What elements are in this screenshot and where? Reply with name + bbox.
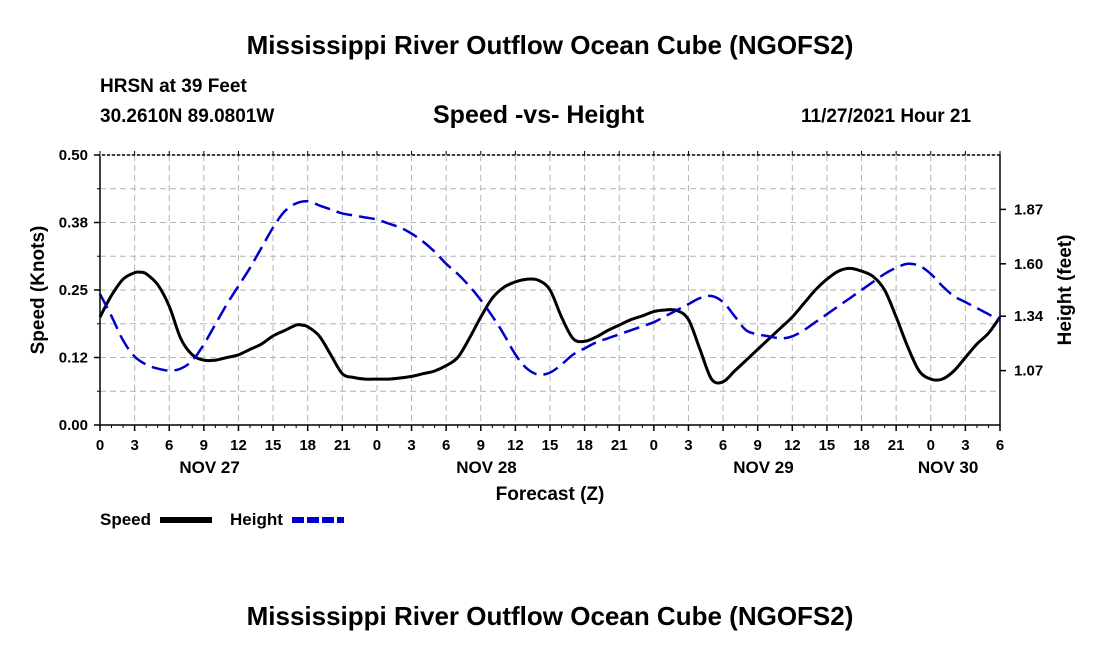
x-tick-label: 3 bbox=[130, 437, 138, 454]
y-tick-label: 0.50 bbox=[59, 147, 88, 164]
x-tick-label: 18 bbox=[299, 437, 316, 454]
axis-layer: 0.00 0.12 0.25 0.38 0.50 1.07 1.34 1.60 1.87 0 3 6 9… bbox=[59, 147, 1044, 477]
y2-tick-label: 1.07 bbox=[1014, 363, 1043, 380]
x-tick-label: 15 bbox=[819, 437, 836, 454]
y-tick-label: 0.12 bbox=[59, 350, 88, 367]
x-tick-label: 3 bbox=[684, 437, 692, 454]
y-tick-label: 0.00 bbox=[59, 417, 88, 434]
station-label: HRSN at 39 Feet bbox=[100, 76, 247, 97]
legend-label-speed: Speed bbox=[100, 510, 151, 529]
chart-main-title: Mississippi River Outflow Ocean Cube (NG… bbox=[246, 30, 854, 60]
x-tick-label: 0 bbox=[650, 437, 658, 454]
series-line-speed bbox=[98, 266, 1002, 385]
location-label: 30.2610N 89.0801W bbox=[100, 106, 275, 127]
x-day-label: NOV 27 bbox=[179, 458, 239, 477]
y-tick-label: 0.38 bbox=[59, 215, 88, 232]
series-line-height bbox=[98, 199, 1001, 377]
x-tick-label: 6 bbox=[719, 437, 727, 454]
y2-tick-label: 1.60 bbox=[1014, 256, 1043, 273]
y-tick-label: 0.25 bbox=[59, 282, 88, 299]
x-tick-label: 18 bbox=[853, 437, 870, 454]
x-tick-label: 12 bbox=[784, 437, 801, 454]
x-tick-label: 9 bbox=[754, 437, 762, 454]
chart-main-title-repeat: Mississippi River Outflow Ocean Cube (NG… bbox=[246, 601, 854, 631]
x-tick-label: 15 bbox=[542, 437, 559, 454]
x-tick-label: 21 bbox=[334, 437, 351, 454]
x-tick-label: 0 bbox=[373, 437, 381, 454]
y2-axis-title: Height (feet) bbox=[1055, 235, 1076, 346]
x-tick-label: 6 bbox=[442, 437, 450, 454]
x-tick-label: 6 bbox=[165, 437, 173, 454]
x-day-label: NOV 29 bbox=[733, 458, 793, 477]
x-tick-label: 12 bbox=[507, 437, 524, 454]
series-layer bbox=[98, 199, 1002, 385]
datetime-label: 11/27/2021 Hour 21 bbox=[801, 106, 972, 127]
x-tick-label: 18 bbox=[576, 437, 593, 454]
legend: Speed Height bbox=[100, 510, 344, 529]
x-axis-title: Forecast (Z) bbox=[496, 484, 605, 505]
x-tick-label: 21 bbox=[888, 437, 905, 454]
legend-label-height: Height bbox=[230, 510, 283, 529]
x-tick-label: 15 bbox=[265, 437, 282, 454]
y2-tick-label: 1.87 bbox=[1014, 201, 1043, 218]
x-tick-label: 12 bbox=[230, 437, 247, 454]
y2-tick-label: 1.34 bbox=[1014, 308, 1044, 325]
x-tick-label: 6 bbox=[996, 437, 1004, 454]
x-tick-label: 0 bbox=[927, 437, 935, 454]
x-tick-label: 9 bbox=[477, 437, 485, 454]
x-tick-label: 9 bbox=[200, 437, 208, 454]
x-day-label: NOV 30 bbox=[918, 458, 978, 477]
y-axis-title: Speed (Knots) bbox=[28, 226, 49, 355]
x-tick-label: 21 bbox=[611, 437, 628, 454]
x-tick-label: 3 bbox=[407, 437, 415, 454]
chart-subtitle: Speed -vs- Height bbox=[433, 101, 645, 129]
x-day-label: NOV 28 bbox=[456, 458, 516, 477]
x-tick-label: 0 bbox=[96, 437, 104, 454]
x-tick-label: 3 bbox=[961, 437, 969, 454]
